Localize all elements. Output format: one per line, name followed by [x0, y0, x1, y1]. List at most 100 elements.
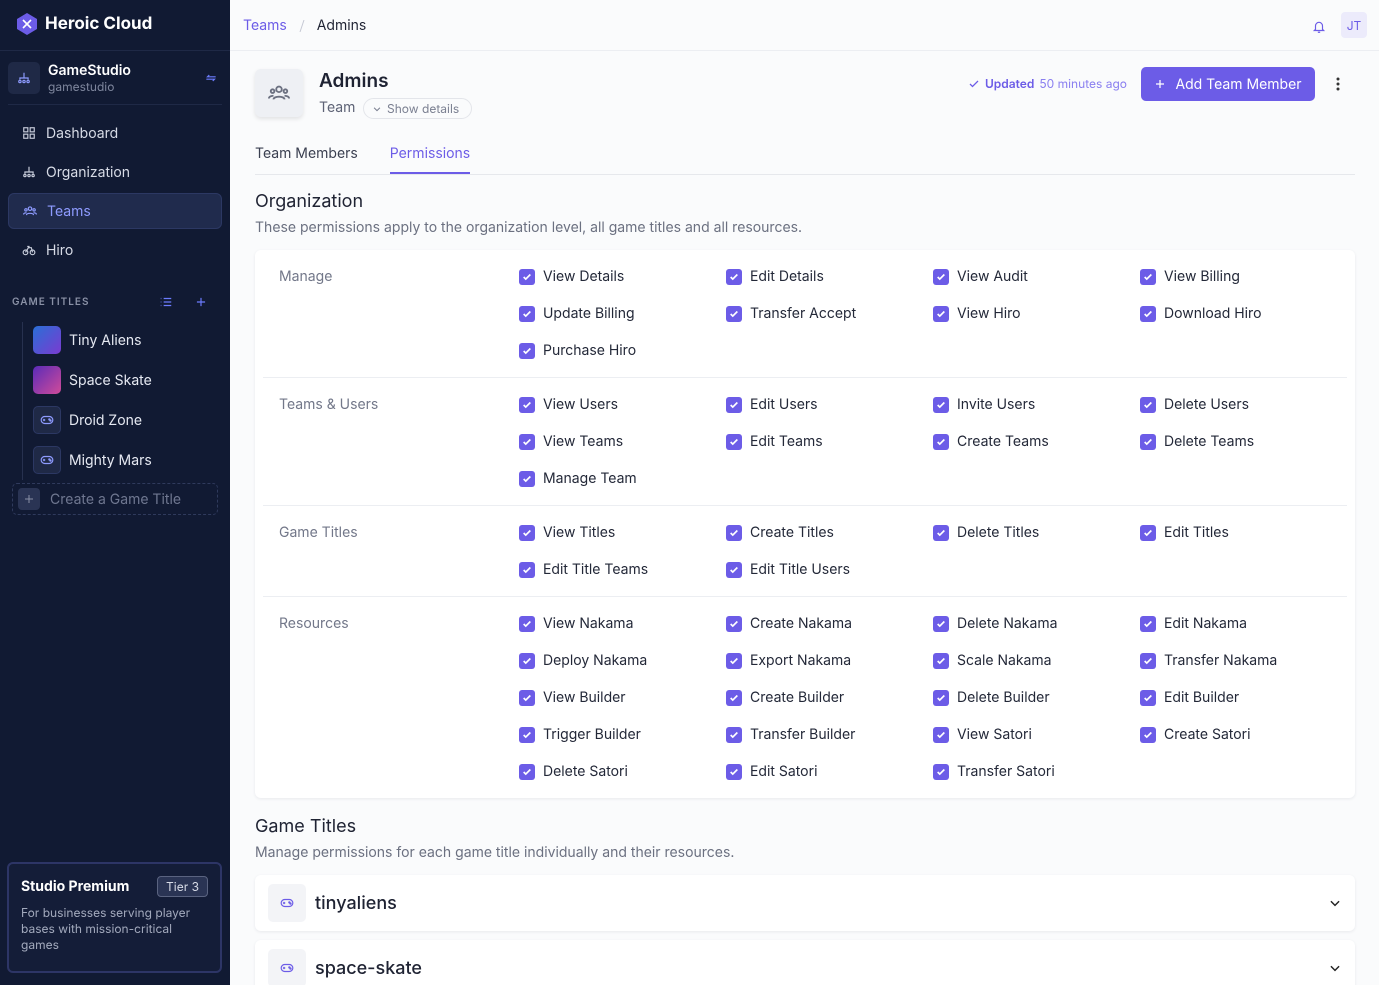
checkbox[interactable]	[726, 689, 742, 706]
permission[interactable]: Edit Title Users	[726, 551, 933, 588]
permission[interactable]: Transfer Satori	[933, 753, 1140, 790]
permission[interactable]: Trigger Builder	[519, 716, 726, 753]
checkbox[interactable]	[726, 433, 742, 450]
checkbox[interactable]	[1140, 305, 1156, 322]
add-member-button[interactable]: Add Team Member	[1141, 67, 1315, 101]
org-switcher[interactable]: GameStudio gamestudio	[8, 55, 222, 101]
tab[interactable]: Team Members	[255, 145, 358, 162]
checkbox[interactable]	[519, 763, 535, 780]
checkbox[interactable]	[933, 689, 949, 706]
permission[interactable]: Delete Titles	[933, 514, 1140, 551]
permission[interactable]: View Audit	[933, 258, 1140, 295]
checkbox[interactable]	[519, 305, 535, 322]
checkbox[interactable]	[933, 433, 949, 450]
checkbox[interactable]	[726, 396, 742, 413]
nav-item[interactable]: Hiro	[8, 232, 222, 268]
checkbox[interactable]	[933, 726, 949, 743]
permission[interactable]: Delete Teams	[1140, 423, 1347, 460]
create-title[interactable]: Create a Game Title	[12, 483, 218, 515]
permission[interactable]: Edit Title Teams	[519, 551, 726, 588]
checkbox[interactable]	[933, 305, 949, 322]
checkbox[interactable]	[519, 561, 535, 578]
checkbox[interactable]	[519, 689, 535, 706]
checkbox[interactable]	[1140, 615, 1156, 632]
game-title-item[interactable]: Space Skate	[33, 366, 152, 394]
checkbox[interactable]	[519, 652, 535, 669]
permission[interactable]: View Nakama	[519, 605, 726, 642]
checkbox[interactable]	[1140, 396, 1156, 413]
checkbox[interactable]	[933, 615, 949, 632]
game-title-item[interactable]: Droid Zone	[33, 406, 142, 434]
permission[interactable]: View Billing	[1140, 258, 1347, 295]
permission[interactable]: Create Nakama	[726, 605, 933, 642]
checkbox[interactable]	[726, 763, 742, 780]
permission[interactable]: Invite Users	[933, 386, 1140, 423]
permission[interactable]: View Satori	[933, 716, 1140, 753]
permission[interactable]: View Hiro	[933, 295, 1140, 332]
permission[interactable]: Export Nakama	[726, 642, 933, 679]
permission[interactable]: Transfer Accept	[726, 295, 933, 332]
checkbox[interactable]	[1140, 726, 1156, 743]
permission[interactable]: Update Billing	[519, 295, 726, 332]
breadcrumb-link[interactable]: Teams	[243, 17, 287, 34]
checkbox[interactable]	[726, 524, 742, 541]
checkbox[interactable]	[519, 470, 535, 487]
checkbox[interactable]	[933, 524, 949, 541]
checkbox[interactable]	[519, 396, 535, 413]
permission[interactable]: View Teams	[519, 423, 726, 460]
permission[interactable]: Create Satori	[1140, 716, 1347, 753]
permission[interactable]: Transfer Builder	[726, 716, 933, 753]
checkbox[interactable]	[726, 561, 742, 578]
checkbox[interactable]	[933, 763, 949, 780]
permission[interactable]: Delete Builder	[933, 679, 1140, 716]
permission[interactable]: Delete Users	[1140, 386, 1347, 423]
permission[interactable]: Purchase Hiro	[519, 332, 726, 369]
checkbox[interactable]	[933, 268, 949, 285]
permission[interactable]: Edit Teams	[726, 423, 933, 460]
permission[interactable]: Transfer Nakama	[1140, 642, 1347, 679]
permission[interactable]: Download Hiro	[1140, 295, 1347, 332]
permission[interactable]: Delete Satori	[519, 753, 726, 790]
permission[interactable]: View Details	[519, 258, 726, 295]
checkbox[interactable]	[933, 652, 949, 669]
checkbox[interactable]	[933, 396, 949, 413]
nav-item[interactable]: Organization	[8, 154, 222, 190]
checkbox[interactable]	[726, 726, 742, 743]
permission[interactable]: Edit Details	[726, 258, 933, 295]
checkbox[interactable]	[519, 433, 535, 450]
checkbox[interactable]	[726, 305, 742, 322]
permission[interactable]: Scale Nakama	[933, 642, 1140, 679]
checkbox[interactable]	[1140, 524, 1156, 541]
avatar[interactable]: JT	[1341, 12, 1367, 38]
checkbox[interactable]	[519, 268, 535, 285]
game-title-accordion[interactable]: tinyaliens	[255, 875, 1355, 931]
permission[interactable]: Create Titles	[726, 514, 933, 551]
game-title-item[interactable]: Mighty Mars	[33, 446, 152, 474]
game-title-item[interactable]: Tiny Aliens	[33, 326, 142, 354]
checkbox[interactable]	[519, 342, 535, 359]
checkbox[interactable]	[519, 726, 535, 743]
permission[interactable]: Edit Builder	[1140, 679, 1347, 716]
game-title-accordion[interactable]: space-skate	[255, 940, 1355, 985]
checkbox[interactable]	[1140, 433, 1156, 450]
permission[interactable]: Edit Satori	[726, 753, 933, 790]
permission[interactable]: Create Teams	[933, 423, 1140, 460]
tab[interactable]: Permissions	[389, 145, 471, 174]
checkbox[interactable]	[726, 615, 742, 632]
show-details[interactable]: Show details	[363, 98, 473, 119]
nav-item[interactable]: Teams	[8, 193, 222, 229]
permission[interactable]: View Titles	[519, 514, 726, 551]
checkbox[interactable]	[519, 615, 535, 632]
permission[interactable]: Edit Nakama	[1140, 605, 1347, 642]
checkbox[interactable]	[726, 652, 742, 669]
nav-item[interactable]: Dashboard	[8, 115, 222, 151]
permission[interactable]: View Users	[519, 386, 726, 423]
checkbox[interactable]	[1140, 652, 1156, 669]
permission[interactable]: Create Builder	[726, 679, 933, 716]
permission[interactable]: Delete Nakama	[933, 605, 1140, 642]
permission[interactable]: View Builder	[519, 679, 726, 716]
checkbox[interactable]	[726, 268, 742, 285]
checkbox[interactable]	[1140, 689, 1156, 706]
permission[interactable]: Deploy Nakama	[519, 642, 726, 679]
checkbox[interactable]	[519, 524, 535, 541]
